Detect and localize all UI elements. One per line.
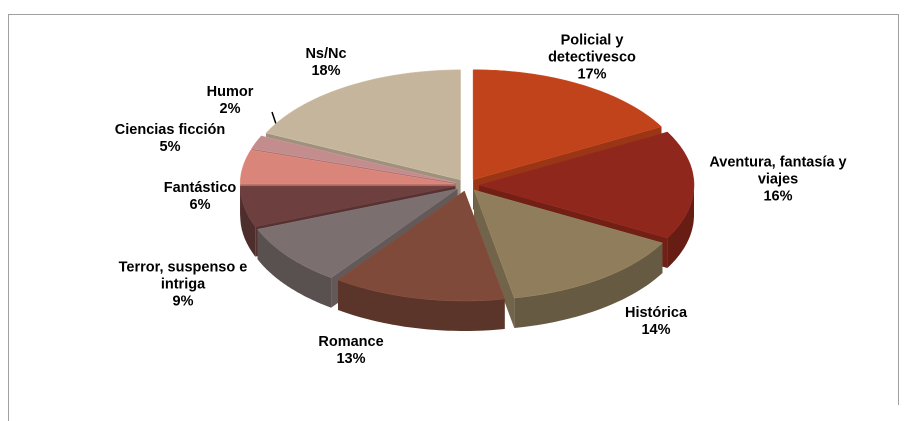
category-label: Ciencias ficción	[114, 122, 226, 138]
category-label: Histórica	[624, 305, 688, 321]
slice-wall	[240, 186, 256, 257]
value-label: 17%	[577, 66, 607, 83]
data-label: Aventura, fantasía y viajes 16%	[691, 155, 866, 206]
slice-wall	[257, 229, 332, 308]
value-label: 18%	[311, 63, 341, 79]
slice	[251, 135, 456, 183]
data-label: Ciencias ficción 5%	[95, 122, 245, 156]
pie	[239, 69, 695, 331]
slice-side	[474, 190, 515, 328]
slice-wall	[667, 185, 694, 268]
data-label: Histórica 14%	[606, 305, 706, 339]
value-label: 6%	[189, 197, 211, 213]
slice-wall	[338, 280, 505, 331]
data-label: Romance 13%	[301, 334, 401, 368]
value-label: 13%	[336, 351, 366, 367]
value-label: 2%	[219, 101, 241, 117]
slice	[478, 131, 695, 239]
category-label: Fantástico	[163, 180, 237, 196]
slice	[239, 149, 456, 185]
data-label: Ns/Nc 18%	[286, 46, 366, 80]
category-label: Romance	[318, 334, 384, 350]
data-label: Terror, suspenso e intriga 9%	[98, 260, 268, 311]
category-label: Aventura, fantasía y viajes	[709, 154, 847, 188]
slice	[265, 69, 461, 181]
slice	[472, 69, 663, 181]
data-label: Fantástico 6%	[150, 180, 250, 214]
data-label: Policial y detectivesco 17%	[532, 33, 652, 84]
slice-wall	[514, 243, 663, 328]
value-label: 14%	[641, 322, 671, 338]
data-label: Humor 2%	[190, 84, 270, 118]
category-label: Policial y detectivesco	[548, 32, 636, 66]
slice	[257, 188, 458, 279]
category-label: Ns/Nc	[305, 46, 347, 62]
value-label: 5%	[159, 139, 181, 155]
slice	[239, 185, 456, 227]
slice	[473, 189, 664, 299]
category-label: Humor	[206, 84, 254, 100]
slice	[337, 190, 506, 302]
value-label: 9%	[172, 293, 194, 310]
category-label: Terror, suspenso e intriga	[118, 259, 248, 293]
value-label: 16%	[763, 188, 793, 205]
chart-border	[8, 14, 899, 421]
